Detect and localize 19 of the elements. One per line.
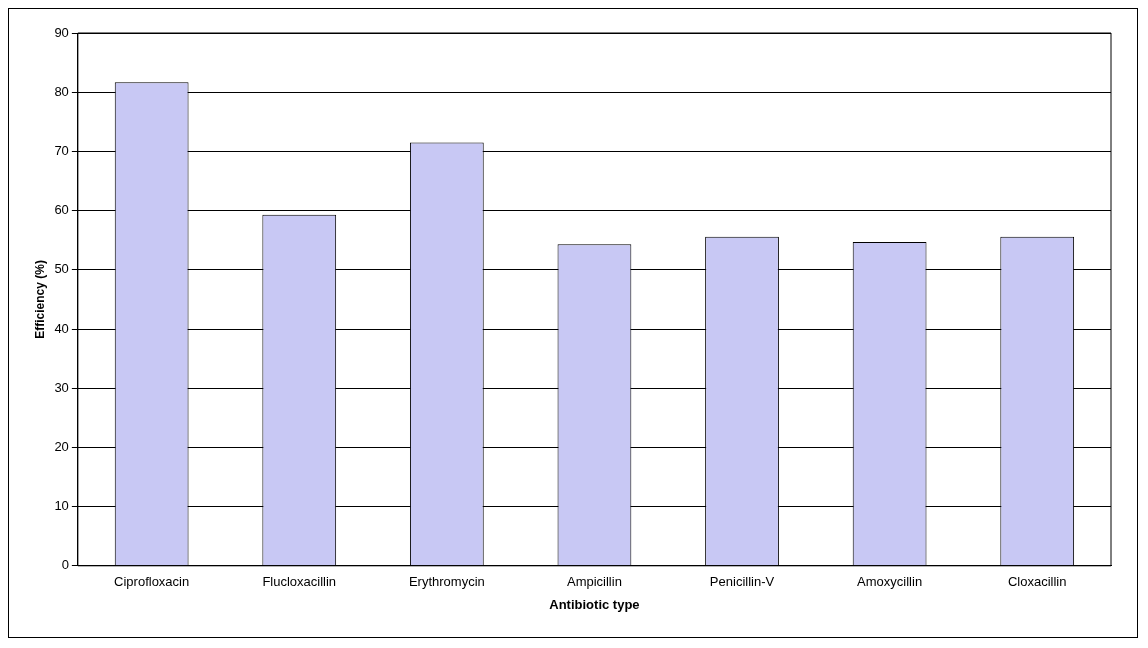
- y-tick-label: 10: [54, 498, 69, 514]
- x-tick-label: Flucloxacillin: [262, 574, 337, 590]
- y-tick-label: 40: [54, 320, 69, 336]
- y-tick-label: 80: [54, 83, 69, 99]
- x-tick-label: Erythromycin: [408, 574, 485, 590]
- y-tick-label: 70: [54, 142, 69, 158]
- x-tick-label: Cloxacillin: [1007, 574, 1067, 590]
- y-tick-label: 0: [61, 557, 69, 573]
- x-tick-label: Penicillin-V: [709, 574, 775, 590]
- y-tick-label: 30: [54, 379, 69, 395]
- y-tick-label: 50: [54, 261, 69, 277]
- y-tick-label: 20: [54, 438, 69, 454]
- x-tick-label: Ampicillin: [566, 574, 622, 590]
- x-tick-label: Ciprofloxacin: [114, 574, 190, 590]
- y-axis-title: Efficiency (%): [32, 260, 47, 339]
- x-tick-label: Amoxycillin: [857, 574, 923, 590]
- x-axis-title: Antibiotic type: [549, 596, 640, 612]
- y-tick-label: 60: [54, 202, 69, 218]
- y-tick-label: 90: [54, 24, 69, 40]
